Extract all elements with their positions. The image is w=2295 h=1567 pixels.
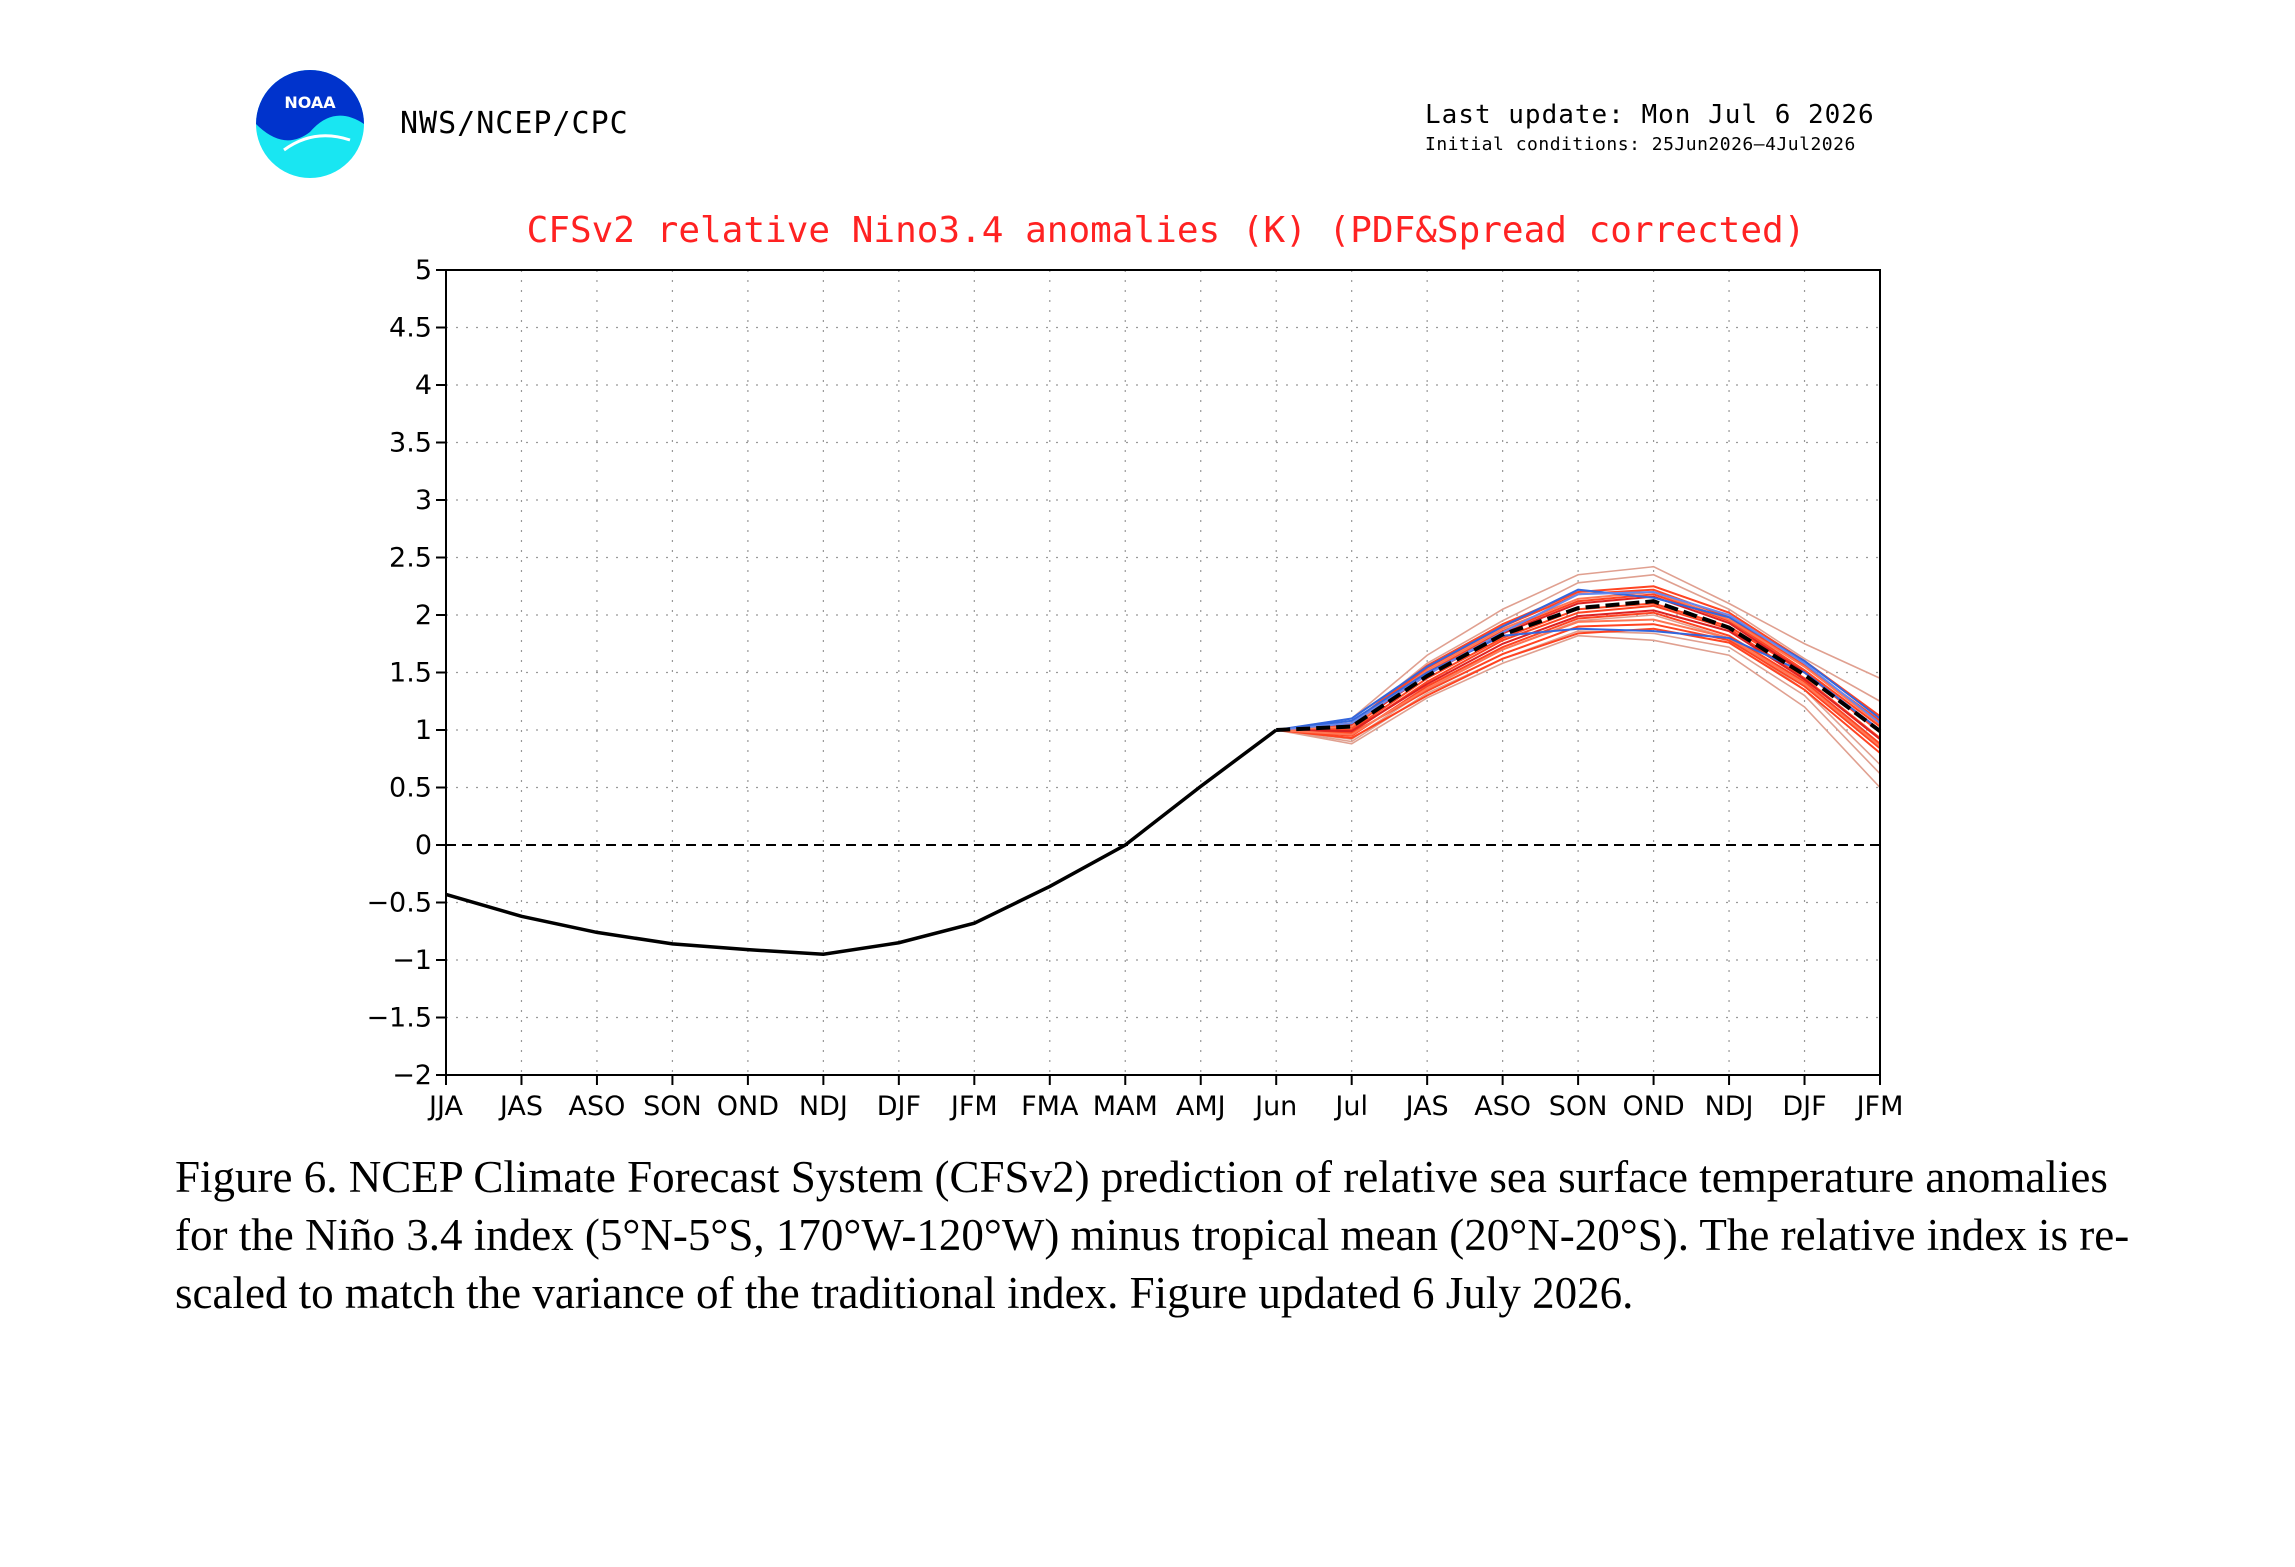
y-tick-label: 3 [415, 485, 432, 516]
ensemble-member-line [1276, 609, 1881, 740]
y-tick-label: 4.5 [389, 313, 432, 344]
x-tick-label: ASO [569, 1091, 626, 1122]
initial-conditions-text: Initial conditions: 25Jun2026–4Jul2026 [1425, 134, 1856, 155]
ensemble-members [1276, 565, 1881, 789]
header-source: NWS/NCEP/CPC [400, 106, 629, 141]
ensemble-member-line [1276, 618, 1881, 747]
chart-grid [446, 270, 1880, 1075]
ensemble-member-line [1276, 627, 1881, 754]
y-tick-label: 4 [415, 370, 432, 401]
x-tick-label: SON [1549, 1091, 1608, 1122]
chart-axes: −2 −1.5 −1 −0.5 0 0.5 1 1.5 2 2.5 3 3.5 4 4.5 5 JJA JAS A… [366, 255, 1903, 1122]
figure-caption: Figure 6. NCEP Climate Forecast System (… [175, 1152, 2130, 1318]
x-tick-label: JFM [949, 1091, 998, 1122]
x-tick-label: JAS [498, 1091, 543, 1122]
noaa-logo-text: NOAA [284, 93, 336, 112]
y-tick-label: −1 [392, 945, 432, 976]
x-tick-label: OND [717, 1091, 779, 1122]
ensemble-mean-line [1276, 599, 1882, 733]
ensemble-member-line [1276, 565, 1881, 731]
y-tick-label: 2 [415, 600, 432, 631]
y-tick-label: 1.5 [389, 658, 432, 689]
x-tick-label: MAM [1093, 1091, 1158, 1122]
y-tick-label: 0.5 [389, 773, 432, 804]
y-tick-label: 5 [415, 255, 432, 286]
x-tick-label: Jun [1253, 1091, 1297, 1122]
y-tick-label: −1.5 [366, 1003, 432, 1034]
chart-lines [445, 599, 1882, 957]
ensemble-member-line [1276, 634, 1881, 789]
y-tick-label: 3.5 [389, 428, 432, 459]
x-tick-label: DJF [877, 1091, 921, 1122]
x-tick-label: FMA [1021, 1091, 1079, 1122]
x-tick-label: ASO [1474, 1091, 1531, 1122]
x-tick-label: NDJ [799, 1091, 848, 1122]
observed-line [445, 728, 1278, 957]
header-meta: Last update: Mon Jul 6 2026 Initial cond… [1425, 100, 1875, 155]
ensemble-member-line [1276, 614, 1881, 766]
last-update-text: Last update: Mon Jul 6 2026 [1425, 100, 1875, 130]
y-tick-label: −0.5 [366, 888, 432, 919]
x-tick-label: DJF [1782, 1091, 1826, 1122]
x-tick-label: NDJ [1705, 1091, 1754, 1122]
plot-frame [445, 269, 1881, 1076]
x-tick-label: JFM [1855, 1091, 1904, 1122]
nino34-chart: CFSv2 relative Nino3.4 anomalies (K) (PD… [366, 210, 1903, 1122]
y-tick-label: 2.5 [389, 543, 432, 574]
x-tick-label: AMJ [1176, 1091, 1226, 1122]
y-tick-label: −2 [392, 1060, 432, 1091]
x-tick-label: JAS [1404, 1091, 1449, 1122]
x-tick-label: Jul [1333, 1091, 1368, 1122]
y-tick-label: 1 [415, 715, 432, 746]
y-tick-label: 0 [415, 830, 432, 861]
ensemble-member-line [1276, 590, 1881, 731]
noaa-logo: NOAA [256, 70, 364, 178]
x-tick-label: SON [643, 1091, 702, 1122]
ensemble-member-line [1276, 630, 1881, 775]
x-tick-label: JJA [427, 1091, 463, 1122]
chart-title: CFSv2 relative Nino3.4 anomalies (K) (PD… [527, 210, 1806, 251]
x-tick-label: OND [1622, 1091, 1684, 1122]
